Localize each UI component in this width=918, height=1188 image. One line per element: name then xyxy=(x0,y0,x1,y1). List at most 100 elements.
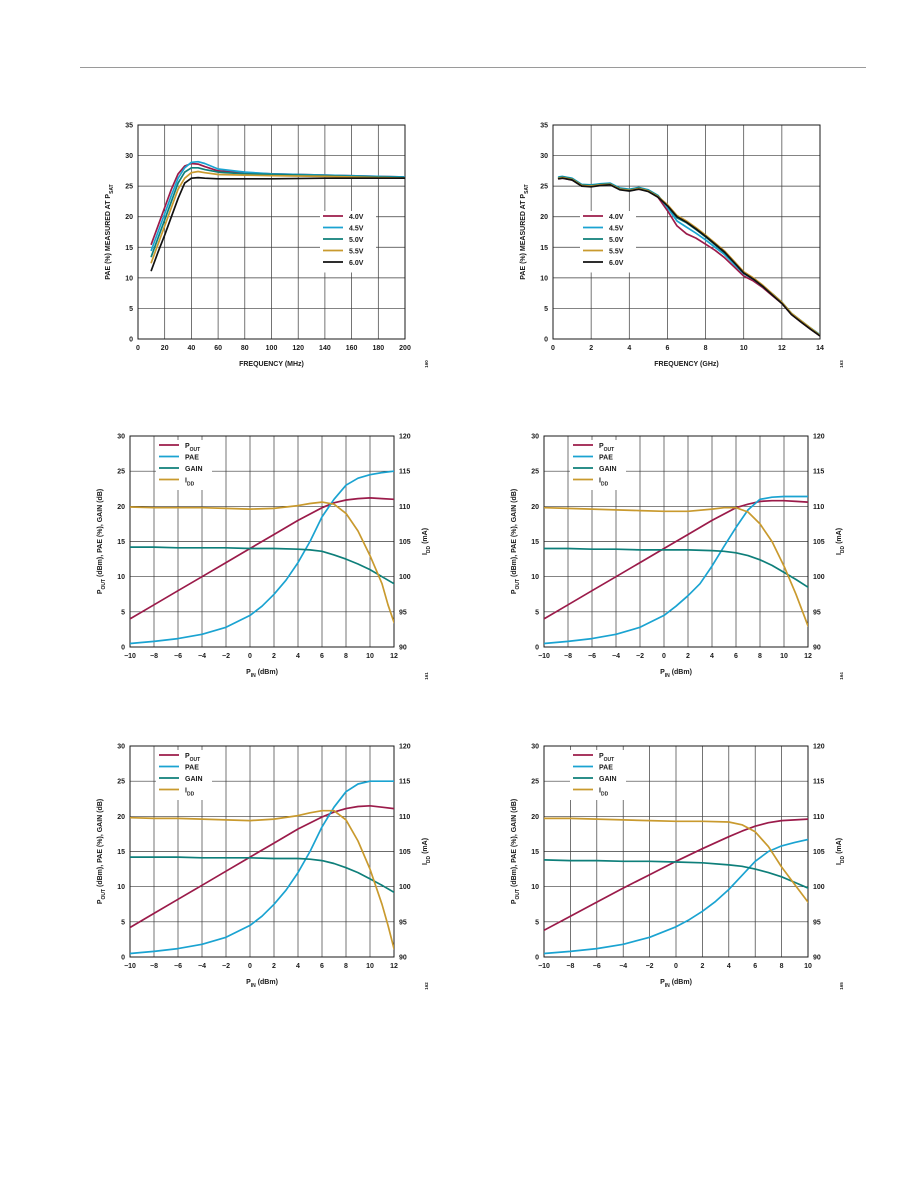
y2-tick-label: 95 xyxy=(399,609,407,616)
x-tick-label: −10 xyxy=(538,963,550,970)
x-tick-label: 10 xyxy=(366,963,374,970)
legend: 4.0V 4.5V 5.0V 5.5V 6.0V xyxy=(580,211,636,273)
y-axis-label-subscript: SAT xyxy=(524,184,530,194)
legend-label-text: I xyxy=(185,788,187,795)
legend-background xyxy=(580,211,636,273)
legend: 4.0V 4.5V 5.0V 5.5V 6.0V xyxy=(320,211,376,273)
series-line-4 xyxy=(130,501,394,624)
series-line-3 xyxy=(130,856,394,894)
legend-label-text: P xyxy=(185,443,190,450)
y-tick-label: 5 xyxy=(544,306,548,313)
x-tick-label-text: −8 xyxy=(564,653,572,660)
series-line-3 xyxy=(544,859,808,889)
y-axis-label: POUT (dBm), PAE (%), GAIN (dB) xyxy=(97,799,107,904)
legend-label: POUT xyxy=(599,443,614,453)
legend-label-text: GAIN xyxy=(599,466,617,473)
y2-tick-label: 120 xyxy=(813,744,825,751)
x-tick-label-text: 6 xyxy=(320,963,324,970)
x-tick-label-text: 20 xyxy=(161,345,169,352)
y-tick-label: 0 xyxy=(121,955,125,962)
legend-label: GAIN xyxy=(599,776,617,783)
x-axis-label-subscript: IN xyxy=(251,673,256,679)
legend: POUT PAE GAIN IDD xyxy=(570,440,626,490)
y2-tick-label: 90 xyxy=(399,955,407,962)
x-tick-label: 4 xyxy=(296,653,300,660)
y2-tick-label-text: 90 xyxy=(813,645,821,652)
legend-label: 4.5V xyxy=(349,226,364,233)
legend-label-text: 6.0V xyxy=(609,260,624,267)
chart-2: 0 2 4 6 8 10 12 14 0 5 10 15 20 25 30 35 FREQUENCY (GHz)… xyxy=(520,123,844,369)
x-tick-label: 2 xyxy=(686,653,690,660)
legend-label: 5.0V xyxy=(349,237,364,244)
legend-label-subscript: DD xyxy=(187,482,195,488)
legend-label-subscript: OUT xyxy=(190,447,201,453)
x-tick-label: 10 xyxy=(780,653,788,660)
x-tick-label-text: −6 xyxy=(593,963,601,970)
x-tick-label: 140 xyxy=(319,345,331,352)
y2-tick-label: 105 xyxy=(813,539,825,546)
y-axis-label-text: PAE (%) MEASURED AT P xyxy=(105,194,112,280)
y-axis-label: POUT (dBm), PAE (%), GAIN (dB) xyxy=(97,489,107,594)
x-tick-label: 120 xyxy=(292,345,304,352)
y2-tick-label-text: 100 xyxy=(399,884,411,891)
y-tick-label: 10 xyxy=(540,275,548,282)
y-tick-label: 30 xyxy=(531,434,539,441)
y2-tick-label-text: 120 xyxy=(813,434,825,441)
y2-tick-label-text: 100 xyxy=(399,574,411,581)
x-axis-label-text: P xyxy=(660,979,665,986)
x-tick-label-text: 2 xyxy=(700,963,704,970)
x-tick-label-text: 8 xyxy=(704,345,708,352)
y2-tick-label: 95 xyxy=(813,919,821,926)
x-tick-label-text: 180 xyxy=(372,345,384,352)
y-axis-label-text: P xyxy=(97,589,104,594)
y-axis-label-subscript: OUT xyxy=(101,579,107,590)
y-axis-label-subscript: SAT xyxy=(109,184,115,194)
figure-id: 164 xyxy=(839,672,844,680)
x-axis-label: FREQUENCY (GHz) xyxy=(654,361,718,368)
y-tick-label-text: 30 xyxy=(540,153,548,160)
y2-tick-label-text: 100 xyxy=(813,574,825,581)
legend-background xyxy=(156,440,212,490)
x-tick-label-text: −4 xyxy=(612,653,620,660)
y-tick-label: 10 xyxy=(531,574,539,581)
y-axis-label: POUT (dBm), PAE (%), GAIN (dB) xyxy=(511,489,521,594)
legend: POUT PAE GAIN IDD xyxy=(156,750,212,800)
plot-frame xyxy=(129,745,395,958)
legend-label: 6.0V xyxy=(349,260,364,267)
y2-axis-label-text: I xyxy=(422,553,429,555)
legend-label-subscript: DD xyxy=(187,792,195,798)
legend-background xyxy=(156,750,212,800)
x-tick-label: 12 xyxy=(778,345,786,352)
y-axis-label-tail: (dBm), PAE (%), GAIN (dB) xyxy=(97,489,104,579)
x-axis-label-tail: (dBm) xyxy=(256,979,278,986)
x-tick-label: 10 xyxy=(804,963,812,970)
y-tick-label: 0 xyxy=(535,645,539,652)
y-tick-label-text: 30 xyxy=(117,744,125,751)
legend-label-text: 4.5V xyxy=(609,226,624,233)
x-tick-label-text: 0 xyxy=(248,653,252,660)
y-tick-label-text: 20 xyxy=(117,814,125,821)
x-axis-label-subscript: IN xyxy=(665,983,670,989)
y-axis-label-subscript: OUT xyxy=(515,889,521,900)
legend-label: 4.5V xyxy=(609,226,624,233)
plot-frame xyxy=(137,124,406,340)
x-tick-label: 100 xyxy=(266,345,278,352)
y-tick-label-text: 20 xyxy=(117,504,125,511)
legend-label-text: 4.0V xyxy=(349,214,364,221)
x-axis-label-tail: (dBm) xyxy=(256,669,278,676)
y-tick-label-text: 5 xyxy=(121,919,125,926)
y-axis-label-text: P xyxy=(97,899,104,904)
x-axis-label-text: P xyxy=(246,669,251,676)
y-tick-label-text: 0 xyxy=(544,337,548,344)
x-tick-label: 0 xyxy=(551,345,555,352)
legend-label-text: I xyxy=(185,478,187,485)
y-tick-label: 20 xyxy=(117,814,125,821)
y-tick-label: 5 xyxy=(535,609,539,616)
x-tick-label-text: −4 xyxy=(619,963,627,970)
y-tick-label-text: 5 xyxy=(121,609,125,616)
legend-label-text: 4.5V xyxy=(349,226,364,233)
legend-label: 4.0V xyxy=(349,214,364,221)
x-tick-label-text: −6 xyxy=(588,653,596,660)
y2-tick-label-text: 120 xyxy=(399,434,411,441)
legend-background xyxy=(570,440,626,490)
